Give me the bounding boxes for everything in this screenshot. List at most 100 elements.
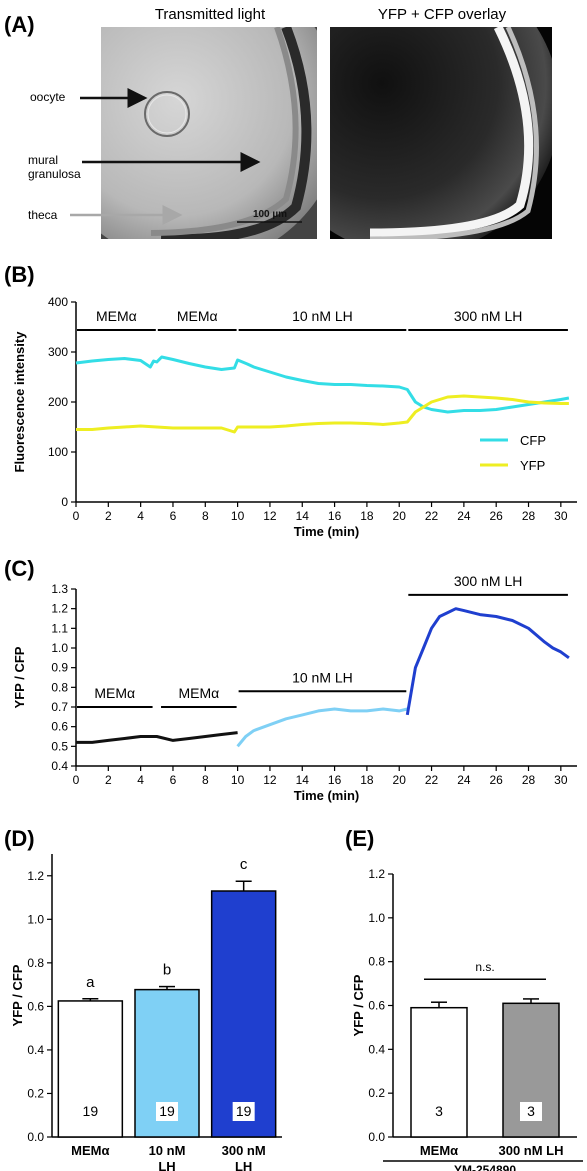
- x-tick-label: 4: [137, 773, 144, 787]
- panel-letter-a: (A): [4, 12, 35, 37]
- y-tick-label: 1.1: [51, 621, 68, 635]
- transmitted-light-image: [101, 27, 317, 239]
- x-tick-label: 26: [490, 773, 504, 787]
- x-tick-label: 28: [522, 773, 536, 787]
- x-tick-label: 14: [296, 509, 310, 523]
- y-tick-label: 0.6: [51, 720, 68, 734]
- y-tick-label: 0.6: [27, 999, 44, 1013]
- x-tick-label: 22: [425, 773, 439, 787]
- significance-letter: b: [163, 962, 171, 979]
- x-tick-label: 6: [170, 509, 177, 523]
- category-label: 10 nM: [149, 1143, 186, 1158]
- x-tick-label: 4: [137, 509, 144, 523]
- condition-label: 300 nM LH: [454, 308, 522, 324]
- panel-letter-e: (E): [345, 826, 375, 851]
- condition-label: MEMα: [177, 308, 218, 324]
- n-label-bg: [520, 1102, 542, 1121]
- category-label: LH: [158, 1159, 175, 1171]
- oocyte-shape: [144, 91, 190, 137]
- x-tick-label: 2: [105, 509, 112, 523]
- x-tick-label: 18: [360, 773, 374, 787]
- condition-label: MEMα: [178, 685, 219, 701]
- condition-label: MEMα: [96, 308, 137, 324]
- significance-letter: c: [240, 856, 248, 873]
- y-tick-label: 0: [61, 495, 68, 509]
- condition-label: MEMα: [94, 685, 135, 701]
- chart-c: 0.40.50.60.70.80.91.01.11.21.30 2 4 6 8 10 12 1…: [12, 575, 577, 803]
- granulosa-label: granulosa: [28, 167, 81, 181]
- y-tick-label: 1.0: [51, 641, 68, 655]
- y-tick-label: 0.8: [27, 956, 44, 970]
- condition-label: 10 nM LH: [292, 308, 353, 324]
- y-tick-label: 0.0: [27, 1130, 44, 1144]
- x-tick-label: 26: [490, 509, 504, 523]
- legend-label: CFP: [520, 433, 546, 448]
- scale-bar-label: 100 µm: [253, 209, 287, 220]
- x-tick-label: 14: [296, 773, 310, 787]
- panel-letter-c: (C): [4, 556, 35, 581]
- x-axis-label: Time (min): [294, 524, 360, 539]
- x-tick-label: 6: [170, 773, 177, 787]
- x-tick-label: 0: [73, 509, 80, 523]
- category-label: 300 nM LH: [498, 1143, 563, 1158]
- series-line: [75, 355, 570, 414]
- y-tick-label: 1.0: [368, 911, 385, 925]
- y-tick-label: 1.2: [51, 602, 68, 616]
- x-tick-label: 30: [554, 773, 568, 787]
- overlay-image: [330, 27, 552, 239]
- y-tick-label: 0.2: [27, 1086, 44, 1100]
- x-tick-label: 30: [554, 509, 568, 523]
- n-label-bg: [428, 1102, 450, 1121]
- y-tick-label: 0.6: [368, 999, 385, 1013]
- panel-a-arrows: 100 µm: [70, 88, 302, 225]
- n-label: 19: [159, 1103, 175, 1119]
- x-tick-label: 24: [457, 509, 471, 523]
- y-tick-label: 0.5: [51, 739, 68, 753]
- y-axis-label: YFP / CFP: [10, 964, 25, 1026]
- y-axis-label: YFP / CFP: [12, 646, 27, 708]
- y-tick-label: 0.2: [368, 1086, 385, 1100]
- transmitted-light-title: Transmitted light: [154, 6, 266, 23]
- panel-letter-b: (B): [4, 262, 35, 287]
- x-tick-label: 10: [231, 773, 245, 787]
- x-tick-label: 12: [263, 773, 277, 787]
- x-tick-label: 16: [328, 773, 342, 787]
- y-tick-label: 200: [48, 395, 68, 409]
- n-label: 3: [527, 1103, 535, 1119]
- x-tick-label: 24: [457, 773, 471, 787]
- n-label-bg: [79, 1102, 102, 1121]
- category-label: MEMα: [420, 1143, 458, 1158]
- overlay-title: YFP + CFP overlay: [377, 6, 507, 23]
- x-tick-label: 8: [202, 773, 209, 787]
- y-tick-label: 0.8: [368, 955, 385, 969]
- bar: [210, 890, 277, 1138]
- y-tick-label: 400: [48, 295, 68, 309]
- chart-d: 0.0 0.2 0.4 0.6 0.8 1.0 1.2 YFP / CFP 19 a MEMα 19 b…: [10, 854, 282, 1171]
- n-label-bg: [156, 1102, 178, 1121]
- condition-label: 300 nM LH: [454, 575, 522, 589]
- x-tick-label: 18: [360, 509, 374, 523]
- category-label: MEMα: [71, 1143, 109, 1158]
- x-tick-label: 0: [73, 773, 80, 787]
- y-axis-label: YFP / CFP: [351, 974, 366, 1036]
- x-tick-label: 16: [328, 509, 342, 523]
- theca-label: theca: [28, 208, 58, 222]
- y-tick-label: 1.0: [27, 912, 44, 926]
- x-tick-label: 12: [263, 509, 277, 523]
- x-tick-label: 28: [522, 509, 536, 523]
- y-tick-label: 0.4: [368, 1042, 385, 1056]
- x-tick-label: 2: [105, 773, 112, 787]
- mural-label: mural: [28, 153, 59, 167]
- oocyte-label: oocyte: [30, 90, 66, 104]
- y-tick-label: 1.2: [27, 869, 44, 883]
- condition-label: 10 nM LH: [292, 669, 353, 685]
- n-label: 19: [236, 1103, 252, 1119]
- y-tick-label: 0.8: [51, 680, 68, 694]
- y-tick-label: 0.4: [27, 1043, 44, 1057]
- category-label: LH: [235, 1159, 252, 1171]
- y-tick-label: 1.3: [51, 582, 68, 596]
- y-tick-label: 0.9: [51, 661, 68, 675]
- y-tick-label: 1.2: [368, 867, 385, 881]
- y-tick-label: 100: [48, 445, 68, 459]
